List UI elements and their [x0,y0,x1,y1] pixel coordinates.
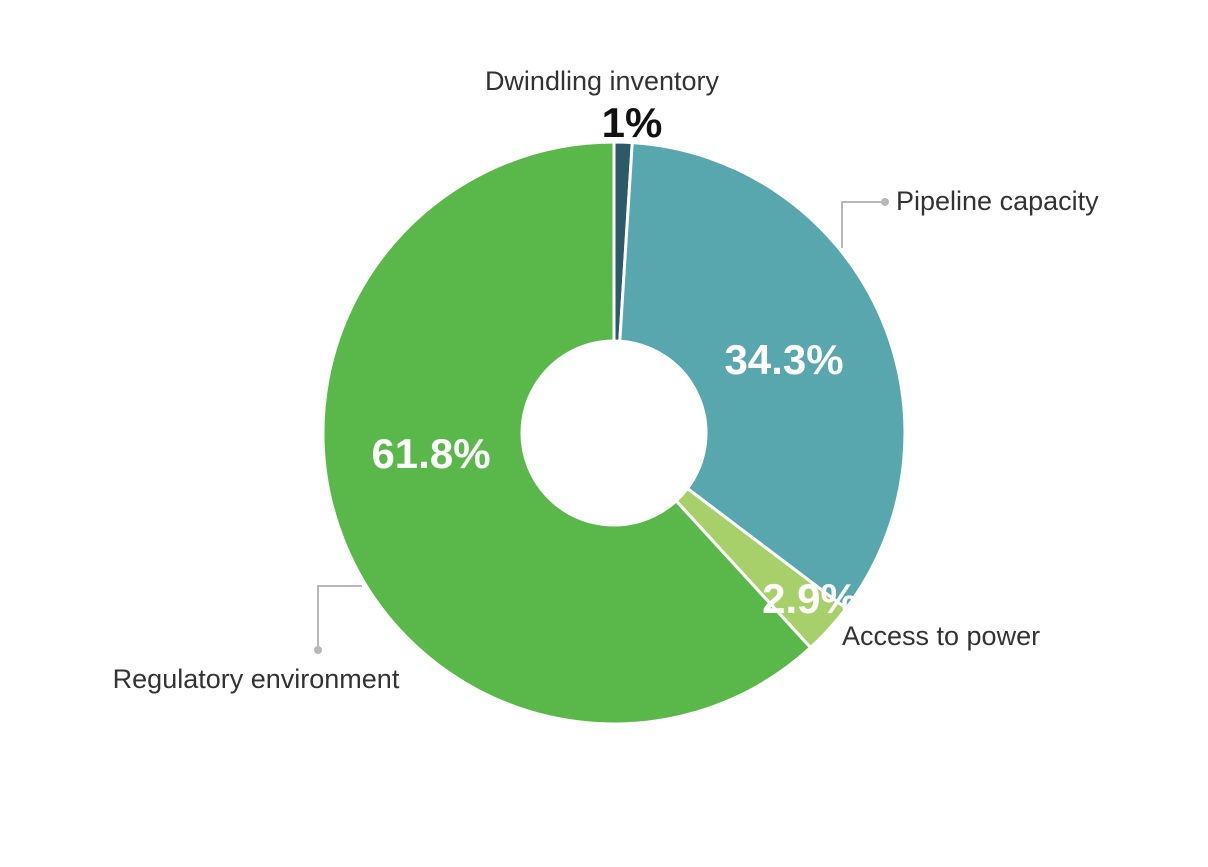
category-label-dwindling-inventory: Dwindling inventory [485,66,720,96]
leader-line-regulatory-environment [317,585,362,650]
slice-regulatory-environment [321,140,813,726]
value-label-regulatory-environment: 61.8% [371,430,490,477]
category-label-pipeline-capacity: Pipeline capacity [896,186,1099,216]
leader-dot-pipeline-capacity [881,198,889,206]
category-label-regulatory-environment: Regulatory environment [113,664,400,694]
value-label-dwindling-inventory: 1% [602,99,663,146]
slice-pipeline-capacity [618,141,907,610]
leader-line-pipeline-capacity [841,201,885,248]
value-label-access-to-power: 2.9% [762,575,858,622]
value-label-pipeline-capacity: 34.3% [724,336,843,383]
leader-dot-regulatory-environment [314,646,322,654]
slices-group [321,140,907,726]
category-label-access-to-power: Access to power [842,621,1040,651]
leader-lines [314,198,889,654]
